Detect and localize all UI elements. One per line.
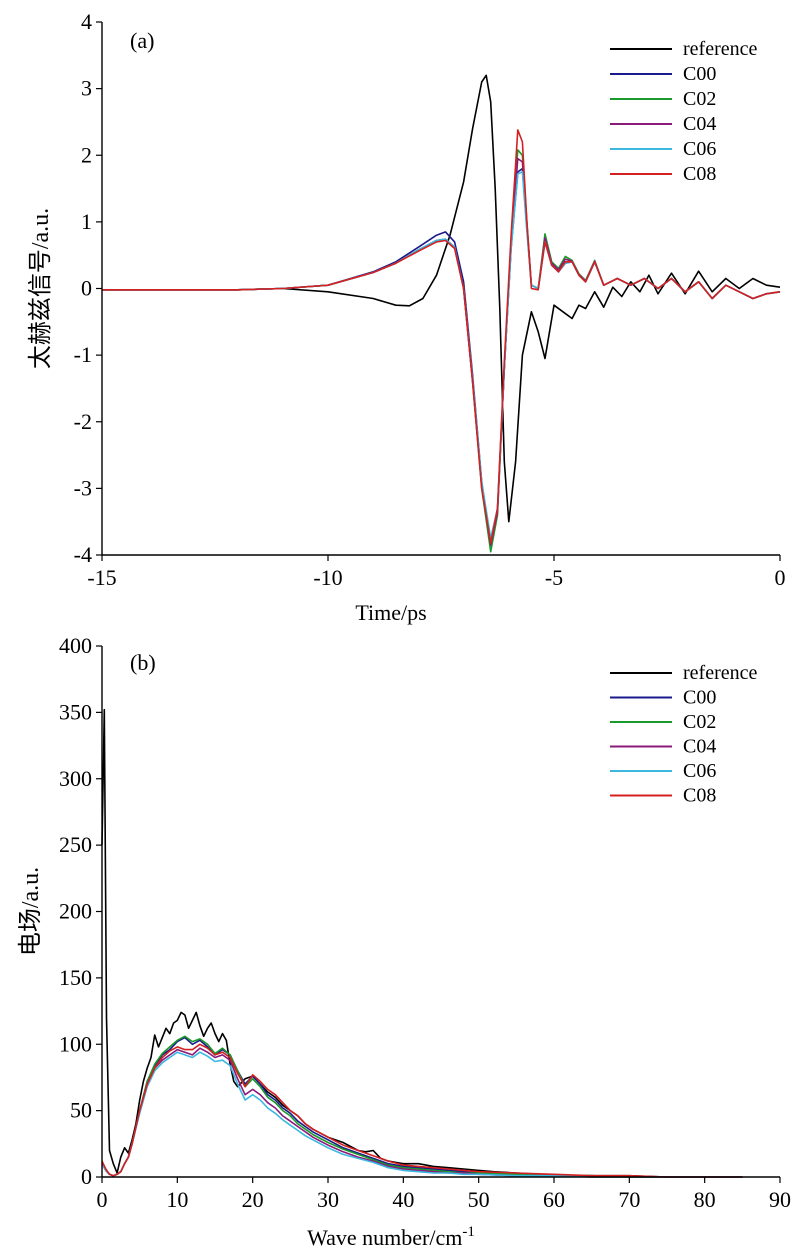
legend-label-c00: C00 — [683, 63, 716, 85]
y-tick-label: -1 — [74, 342, 92, 367]
series-line-c02 — [102, 149, 781, 553]
legend-label-c08: C08 — [683, 163, 716, 185]
y-tick-label: 150 — [59, 965, 92, 990]
y-tick-label: 300 — [59, 766, 92, 791]
legend: reference C00 C02 C04 C06 C08 — [610, 38, 757, 185]
x-axis-label-superscript: -1 — [462, 1224, 475, 1240]
x-tick-label: 90 — [769, 1187, 791, 1212]
y-tick-label: -3 — [74, 475, 92, 500]
y-tick-label: 50 — [70, 1098, 92, 1123]
chart-panel-a: -15 -10 -5 0-4-3-2-101234(a)Time/ps太赫兹信号/a.… — [27, 9, 786, 625]
y-tick-label: 0 — [81, 1164, 92, 1189]
series-line-c08 — [102, 129, 781, 544]
series-line-c04 — [102, 157, 781, 546]
x-tick-label: 0 — [97, 1187, 108, 1212]
y-tick-label: 350 — [59, 699, 92, 724]
legend-label-c06: C06 — [683, 760, 716, 782]
x-tick-label: 40 — [392, 1187, 414, 1212]
panel-label: (a) — [130, 28, 154, 53]
x-tick-label: -5 — [545, 565, 563, 590]
series-line-c06 — [101, 1051, 743, 1178]
legend-label-c04: C04 — [683, 113, 716, 135]
y-tick-label: 3 — [81, 76, 92, 101]
legend-label-c02: C02 — [683, 88, 716, 110]
x-tick-label: 0 — [775, 565, 786, 590]
legend-label-c06: C06 — [683, 138, 716, 160]
y-tick-label: 4 — [81, 9, 92, 34]
series-line-c00 — [102, 167, 781, 546]
y-tick-label: 100 — [59, 1031, 92, 1056]
y-axis-label: 太赫兹信号/a.u. — [27, 208, 54, 369]
x-tick-label: 10 — [166, 1187, 188, 1212]
x-tick-label: 70 — [618, 1187, 640, 1212]
legend-label-c00: C00 — [683, 687, 716, 709]
series-line-c06 — [102, 171, 781, 540]
x-tick-label: -10 — [313, 565, 342, 590]
series-line-c08 — [101, 1043, 743, 1178]
series-line-c02 — [101, 1035, 743, 1178]
x-tick-label: 80 — [694, 1187, 716, 1212]
y-tick-label: 2 — [81, 142, 92, 167]
chart-panel-b: 0 10 20 30 40 50 60 70 80 90 0 50 100 150 200 250 300 350… — [17, 633, 791, 1250]
y-axis-label: 电场/a.u. — [17, 867, 44, 956]
legend-label-c02: C02 — [683, 711, 716, 733]
panel-label: (b) — [130, 650, 156, 675]
legend-label-reference: reference — [683, 662, 757, 684]
series-line-c04 — [101, 1047, 743, 1178]
x-tick-label: 50 — [468, 1187, 490, 1212]
x-axis-label: Wave number/cm-1 — [307, 1224, 475, 1250]
y-tick-label: -2 — [74, 409, 92, 434]
x-tick-label: 20 — [242, 1187, 264, 1212]
legend-label-reference: reference — [683, 38, 757, 60]
y-tick-label: 250 — [59, 832, 92, 857]
x-tick-label: 60 — [543, 1187, 565, 1212]
y-tick-label: 200 — [59, 899, 92, 924]
y-tick-label: 400 — [59, 633, 92, 658]
y-tick-label: -4 — [74, 542, 92, 567]
x-axis-label: Time/ps — [355, 600, 426, 625]
series-line-c00 — [101, 1036, 743, 1178]
series-line-reference — [101, 708, 743, 1178]
x-tick-label: -15 — [87, 565, 116, 590]
legend-label-c08: C08 — [683, 785, 716, 807]
series-line-reference — [102, 74, 781, 523]
y-tick-label: 1 — [81, 209, 92, 234]
x-tick-label: 30 — [317, 1187, 339, 1212]
y-tick-label: 0 — [81, 276, 92, 301]
legend-label-c04: C04 — [683, 736, 716, 758]
